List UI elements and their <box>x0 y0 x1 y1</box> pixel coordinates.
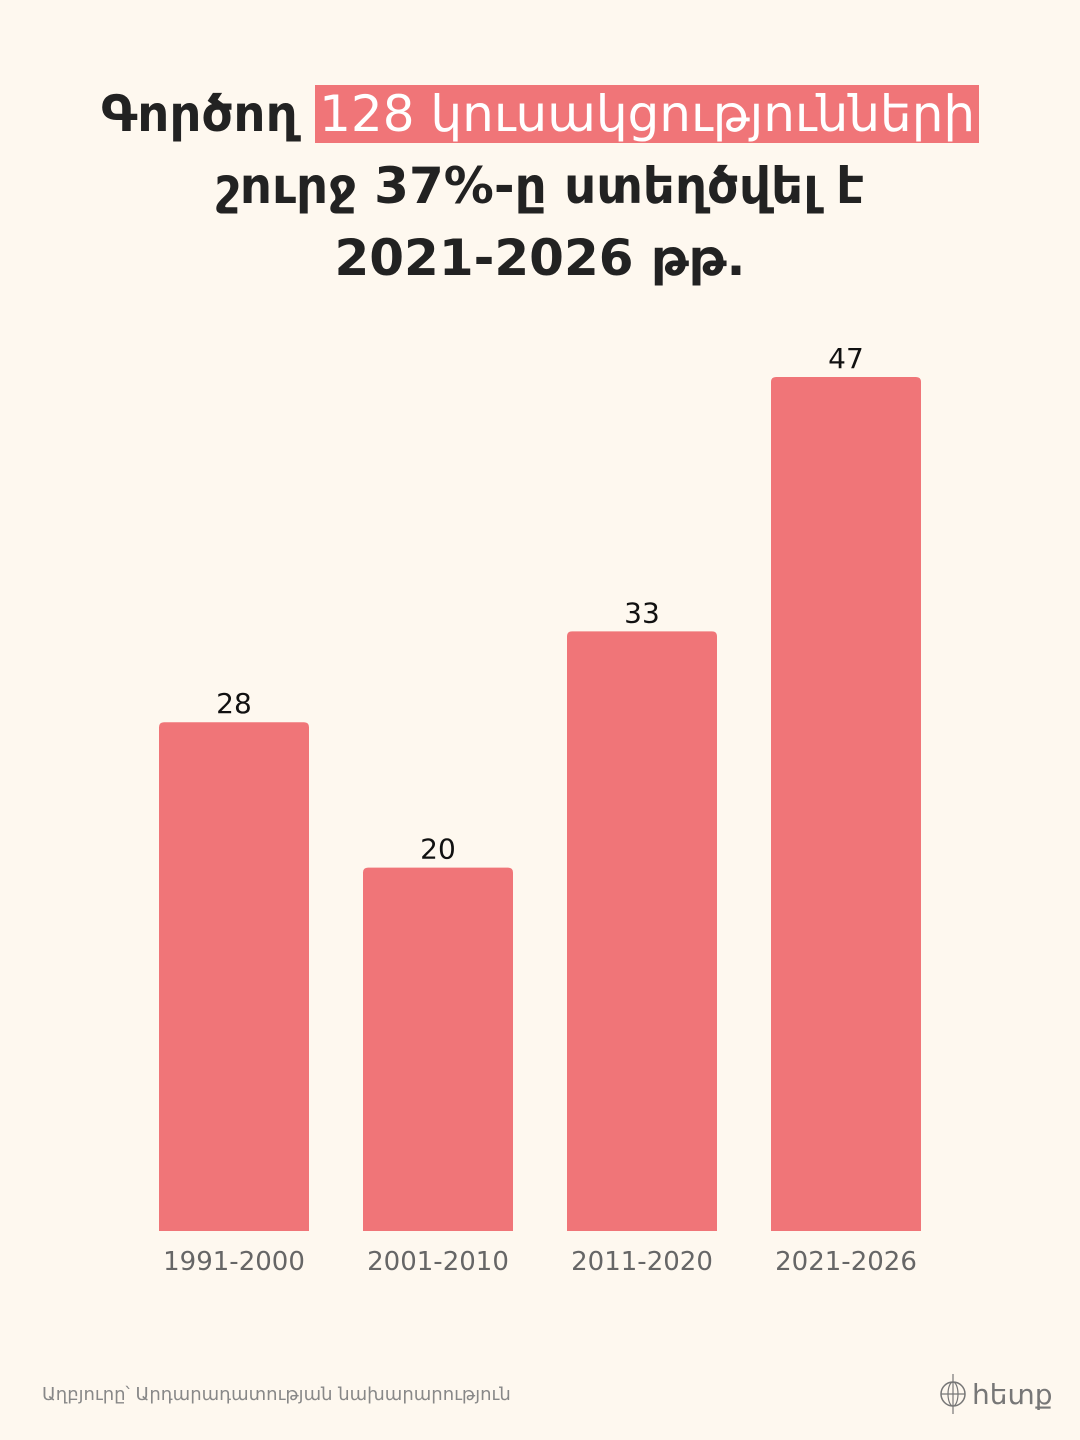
title-line3: 2021-2026 թթ. <box>334 229 746 287</box>
logo-globe-icon <box>940 1374 966 1414</box>
data-label: 33 <box>624 596 660 629</box>
logo: հետք <box>938 1372 1053 1416</box>
x-tick-label: 2011-2020 <box>571 1247 713 1277</box>
chart-title: Գործող 128 կուսակցությունների շուրջ 37%-… <box>0 78 1080 294</box>
data-label: 28 <box>216 687 252 720</box>
title-line2: շուրջ 37%-ը ստեղծվել է <box>215 157 865 215</box>
logo-text: հետք <box>972 1377 1053 1411</box>
bar-2001-2010 <box>363 867 513 1231</box>
source-note: Աղբյուրը՝ Արդարադատության նախարարություն <box>42 1384 511 1405</box>
title-prefix: Գործող <box>100 85 298 143</box>
bar-chart: 28 1991-2000 20 2001-2010 33 2011-2020 47 2021-… <box>159 342 921 1277</box>
bar-2011-2020 <box>567 631 717 1231</box>
x-tick-label: 2021-2026 <box>775 1247 917 1277</box>
data-label: 47 <box>828 342 864 375</box>
bar-2021-2026 <box>771 377 921 1231</box>
title-highlight: 128 կուսակցությունների <box>315 85 980 143</box>
bar-1991-2000 <box>159 722 309 1231</box>
x-tick-label: 1991-2000 <box>163 1247 305 1277</box>
x-tick-label: 2001-2010 <box>367 1247 509 1277</box>
data-label: 20 <box>420 833 456 866</box>
